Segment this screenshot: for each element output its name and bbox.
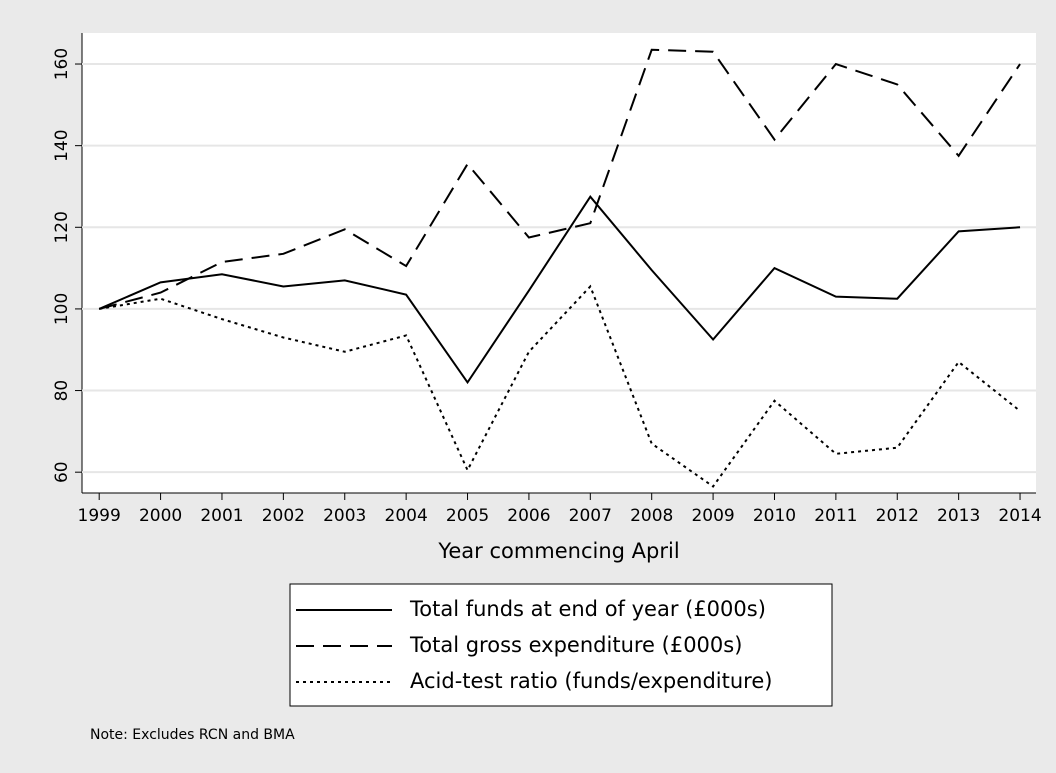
x-tick-label: 2010 — [753, 506, 796, 526]
plot-area — [82, 33, 1036, 493]
x-tick-label: 2002 — [262, 506, 305, 526]
x-tick-label: 2000 — [139, 506, 182, 526]
note: Note: Excludes RCN and BMA — [90, 727, 295, 743]
legend-label: Total funds at end of year (£000s) — [409, 597, 766, 621]
y-tick-label: 120 — [52, 211, 72, 243]
series-line — [99, 284, 1021, 488]
x-tick-label: 2005 — [446, 506, 489, 526]
x-tick-label: 2008 — [630, 506, 673, 526]
legend-label: Total gross expenditure (£000s) — [409, 633, 742, 657]
y-tick-label: 160 — [52, 48, 72, 80]
series-line — [98, 194, 1021, 385]
x-tick-label: 2003 — [323, 506, 366, 526]
legend-label: Acid-test ratio (funds/expenditure) — [410, 669, 772, 693]
y-tick-label: 140 — [52, 129, 72, 161]
y-tick-label: 80 — [52, 380, 72, 402]
series-line — [98, 48, 1021, 310]
x-tick-label: 2001 — [200, 506, 243, 526]
x-tick-label: 2009 — [691, 506, 734, 526]
x-tick-label: 2006 — [507, 506, 550, 526]
x-axis-label: Year commencing April — [437, 539, 679, 563]
y-tick-label: 100 — [52, 293, 72, 325]
x-tick-label: 2014 — [998, 506, 1041, 526]
x-tick-label: 2007 — [569, 506, 612, 526]
x-tick-label: 2004 — [385, 506, 428, 526]
y-tick-label: 60 — [52, 461, 72, 483]
x-tick-label: 1999 — [78, 506, 121, 526]
x-tick-label: 2011 — [814, 506, 857, 526]
x-tick-label: 2013 — [937, 506, 980, 526]
x-tick-label: 2012 — [876, 506, 919, 526]
